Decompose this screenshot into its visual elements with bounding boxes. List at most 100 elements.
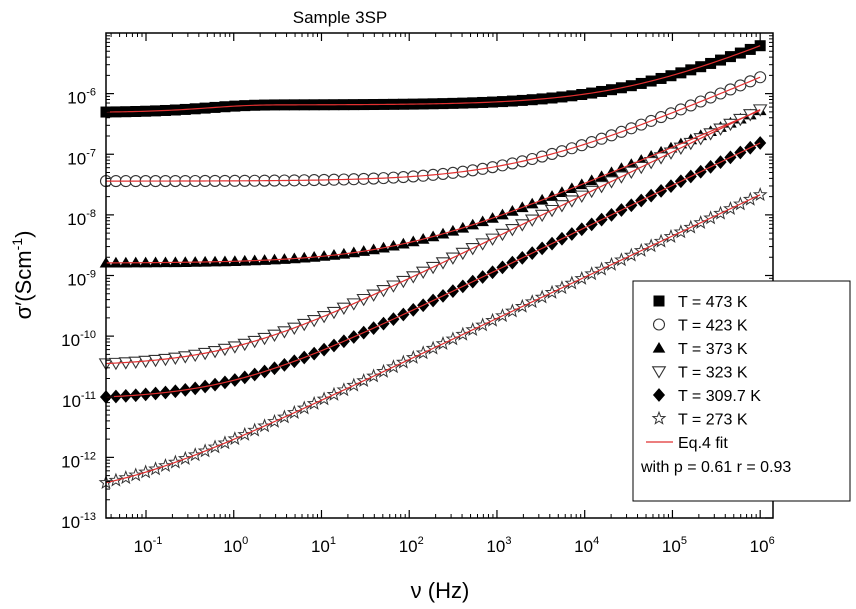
data-point <box>565 182 579 194</box>
fit-line-4 <box>105 142 761 398</box>
legend-label: T = 423 K <box>678 318 748 335</box>
x-tick-label: 105 <box>662 535 687 556</box>
legend-item: T = 309.7 K <box>652 388 761 405</box>
data-point <box>188 256 202 267</box>
data-point <box>506 205 519 216</box>
x-ticks: 10-1 100 101 102 103 104 105 106 <box>110 33 775 556</box>
x-tick-label: 103 <box>486 535 511 556</box>
fit-lines <box>105 45 761 484</box>
data-point <box>317 250 331 261</box>
data-point <box>268 253 281 265</box>
y-tick-label: 10-10 <box>61 329 96 350</box>
legend-marker <box>651 366 667 379</box>
legend-fit-params: with p = 0.61 r = 0.93 <box>640 459 791 476</box>
data-point <box>486 212 499 223</box>
legend-item: T = 373 K <box>652 341 748 358</box>
legend-marker <box>652 318 666 331</box>
data-point <box>754 136 767 150</box>
data-point <box>377 241 390 253</box>
data-point <box>149 256 162 268</box>
data-point <box>397 237 410 249</box>
legend-marker <box>653 295 665 307</box>
data-point <box>287 252 301 264</box>
data-point <box>595 170 608 182</box>
data-point <box>248 254 262 266</box>
legend: T = 473 K T = 423 K T = 373 K T = 323 K T = … <box>632 280 851 502</box>
data-point <box>545 190 559 201</box>
data-point <box>515 201 529 213</box>
data-point <box>406 235 420 247</box>
data-point <box>347 246 361 258</box>
data-point <box>159 256 172 268</box>
x-tick-label: 10-1 <box>134 535 163 556</box>
data-point <box>446 224 460 236</box>
data-point <box>218 255 232 267</box>
y-tick-label: 10-8 <box>67 208 96 229</box>
data-point <box>476 215 489 227</box>
y-axis-title-close: ) <box>11 231 36 238</box>
legend-marker <box>652 341 666 353</box>
data-point <box>496 208 509 220</box>
data-point <box>327 249 341 260</box>
y-tick-label: 10-12 <box>61 450 96 471</box>
data-point <box>297 251 311 263</box>
data-point <box>129 256 143 268</box>
y-axis-title: σ′(Scm-1) <box>9 231 36 320</box>
data-point <box>119 256 133 268</box>
legend-item: T = 423 K <box>652 318 748 335</box>
data-point <box>426 230 440 242</box>
fit-line-5 <box>105 194 761 484</box>
data-point <box>605 166 618 178</box>
legend-label: T = 309.7 K <box>678 388 761 405</box>
legend-marker <box>652 388 666 402</box>
x-tick-label: 100 <box>223 535 248 556</box>
fit-line-2 <box>105 109 761 264</box>
data-point <box>228 255 242 266</box>
data-point <box>198 255 212 267</box>
data-point <box>752 104 768 117</box>
data-point <box>208 255 222 267</box>
data-point <box>625 158 638 169</box>
data-point <box>466 218 480 230</box>
legend-label: T = 473 K <box>678 294 748 311</box>
y-tick-label: 10-11 <box>62 390 96 411</box>
y-ticks: 10-13 10-12 10-11 10-10 10-9 10-8 10-7 10-6 <box>61 35 773 532</box>
y-tick-label: 10-9 <box>67 269 96 290</box>
y-axis-title-main: σ′(Scm <box>11 250 36 319</box>
y-tick-label: 10-7 <box>67 147 96 168</box>
data-point <box>337 247 351 259</box>
legend-items: T = 473 K T = 423 K T = 373 K T = 323 K T = … <box>640 294 791 476</box>
data-point <box>357 245 371 256</box>
legend-fit-label: Eq.4 fit <box>678 435 728 452</box>
legend-label: T = 373 K <box>678 341 748 358</box>
data-point <box>535 193 549 205</box>
legend-item: T = 323 K <box>651 365 748 382</box>
data-point <box>436 227 450 239</box>
x-tick-label: 106 <box>750 535 775 556</box>
series-1 <box>99 71 767 188</box>
legend-label: T = 323 K <box>678 365 748 382</box>
data-point <box>525 197 539 209</box>
y-tick-label: 10-13 <box>61 511 96 532</box>
y-tick-label: 10-6 <box>67 87 96 108</box>
data-point <box>555 186 569 197</box>
data-point <box>752 186 768 202</box>
series-0 <box>100 40 766 118</box>
x-tick-label: 101 <box>311 535 336 556</box>
x-tick-label: 104 <box>574 535 599 556</box>
x-axis-title: ν (Hz) <box>411 578 470 603</box>
data-point <box>238 254 252 266</box>
chart-title: Sample 3SP <box>293 8 388 27</box>
data-point <box>456 221 470 233</box>
data-point <box>367 243 380 255</box>
data-point <box>139 256 152 268</box>
data-point <box>307 250 321 262</box>
y-axis-title-sup: -1 <box>9 238 25 251</box>
data-point <box>278 253 291 264</box>
data-point <box>416 233 430 244</box>
data-point <box>615 162 628 174</box>
data-point <box>585 174 599 186</box>
fit-line-3 <box>105 109 761 365</box>
x-tick-label: 102 <box>399 535 424 556</box>
